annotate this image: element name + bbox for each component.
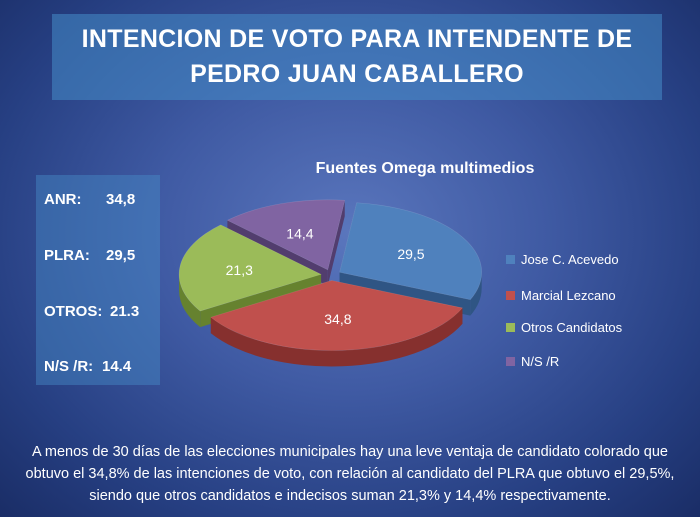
legend-label: Marcial Lezcano	[521, 288, 616, 303]
stat-label: ANR:	[44, 191, 82, 208]
pie-side-marcial-lezcano	[210, 307, 463, 367]
legend-label: Otros Candidatos	[521, 320, 623, 335]
legend-item-lezcano: Marcial Lezcano	[506, 288, 616, 303]
chart-title-line-1: INTENCION DE VOTO PARA INTENDENTE DE	[81, 25, 633, 53]
pie-slice-jose-c-acevedo	[339, 202, 482, 301]
title-box: INTENCION DE VOTO PARA INTENDENTE DE PED…	[52, 14, 662, 100]
pie-side-jose-c-acevedo	[470, 272, 482, 316]
pie-slice-n-s-r	[226, 199, 346, 271]
legend-item-acevedo: Jose C. Acevedo	[506, 252, 619, 267]
stat-value: 29,5	[106, 247, 136, 264]
legend-swatch	[506, 357, 515, 366]
pie-side-otros-candidatos	[179, 274, 201, 328]
data-label-marcial-lezcano: 34,8	[324, 311, 351, 327]
pie-slice-otros-candidatos	[178, 224, 322, 312]
data-label-n-s-r: 14,4	[286, 225, 313, 241]
data-label-otros-candidatos: 21,3	[226, 262, 253, 278]
pie-wall-n-s-r	[327, 200, 345, 286]
stat-label: PLRA:	[44, 247, 90, 264]
stat-label: N/S /R:	[44, 358, 94, 375]
stat-value: 34,8	[106, 191, 136, 208]
chart-subtitle: Fuentes Omega multimedios	[315, 160, 535, 177]
stat-otros: OTROS: 21.3	[44, 303, 139, 320]
stats-panel: ANR: 34,8 PLRA: 29,5 OTROS: 21.3 N/S /R: 14.…	[36, 175, 160, 385]
legend-item-otros: Otros Candidatos	[506, 320, 622, 335]
legend-swatch	[506, 323, 515, 332]
data-label-jose-c-acevedo: 29,5	[397, 246, 424, 262]
pie-slice-marcial-lezcano	[210, 280, 463, 351]
stat-anr: ANR: 34,8	[44, 191, 135, 208]
legend-label: Jose C. Acevedo	[521, 252, 619, 267]
stat-value: 14.4	[102, 358, 132, 375]
stat-value: 21.3	[110, 303, 140, 320]
caption-text: A menos de 30 días de las elecciones mun…	[25, 444, 675, 504]
legend-item-ns-r: N/S /R	[506, 354, 559, 369]
pie-tops	[178, 199, 482, 351]
legend-swatch	[506, 255, 515, 264]
stat-label: OTROS:	[44, 303, 103, 320]
chart-title-line-2: PEDRO JUAN CABALLERO	[190, 60, 524, 88]
pie-labels: 29,5 34,8 21,3 14,4	[226, 225, 425, 326]
legend-swatch	[506, 291, 515, 300]
stat-ns-r: N/S /R: 14.4	[44, 358, 131, 375]
legend-label: N/S /R	[521, 354, 560, 369]
stat-plra: PLRA: 29,5	[44, 247, 135, 264]
